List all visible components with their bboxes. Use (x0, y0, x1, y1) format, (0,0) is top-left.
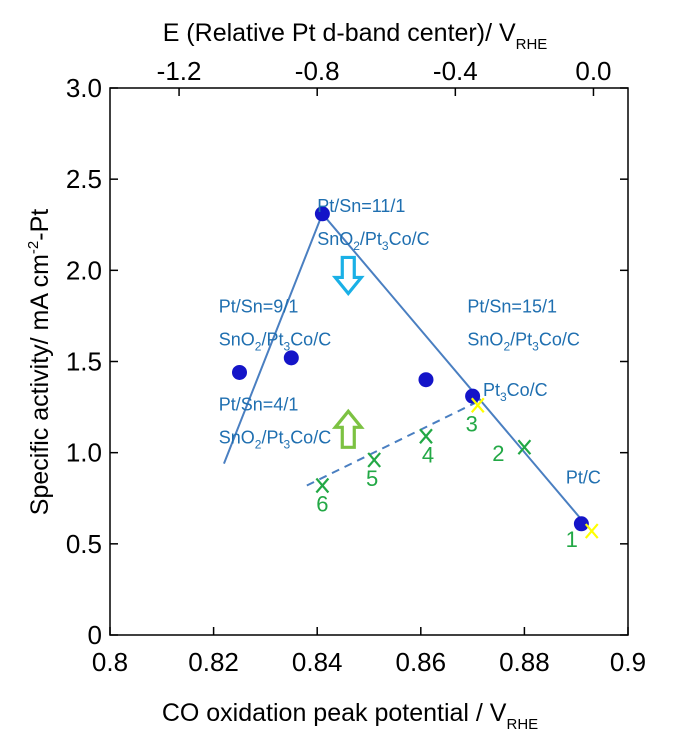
arrow-down (331, 255, 365, 296)
y-tick-label: 0.5 (66, 529, 102, 559)
y-tick-label: 1.0 (66, 438, 102, 468)
annotation-label: Pt/Sn=11/1 (317, 196, 405, 216)
x-marker (517, 439, 532, 455)
annotation-label: Pt3Co/C (483, 380, 548, 404)
x-tick-label: 0.86 (395, 647, 446, 677)
marker-number-label: 3 (466, 411, 478, 436)
trend-line-dashed (306, 400, 479, 487)
annotations: Pt/Sn=11/1 SnO2/Pt3Co/C Pt/Sn=9/1 SnO2/Pt3C… (219, 196, 601, 488)
x-tick-label: 0.82 (188, 647, 239, 677)
annotation-label: Pt/Sn=9/1 (219, 296, 299, 316)
ticks: 0.8 0.82 0.84 0.86 0.88 0.9 0 0.5 1.0 1.5 2.0 2.5 3.… (66, 56, 646, 677)
x2-tick-label: 0.0 (575, 56, 611, 86)
y-axis-title: Specific activity/ mA cm-2-Pt (25, 209, 54, 516)
y-tick-label: 2.0 (66, 255, 102, 285)
x2-tick-label: -0.8 (295, 56, 340, 86)
y-tick-label: 3.0 (66, 73, 102, 103)
trend-line-solid (223, 211, 588, 527)
marker-number-label: 2 (492, 441, 504, 466)
marker-number-label: 1 (566, 527, 578, 552)
data-point (418, 372, 434, 388)
x-marker (470, 397, 485, 413)
x-marker (367, 452, 382, 468)
annotation-label: Pt/Sn=15/1 (467, 296, 557, 316)
y-tick-label: 0 (88, 620, 102, 650)
x2-axis-title: E (Relative Pt d-band center)/ VRHE (163, 19, 548, 53)
x-tick-label: 0.8 (92, 647, 128, 677)
annotation-label: SnO2/Pt3Co/C (317, 229, 429, 253)
y-tick-label: 1.5 (66, 347, 102, 377)
x-tick-label: 0.88 (499, 647, 550, 677)
x-axis-title: CO oxidation peak potential / VRHE (162, 699, 538, 733)
data-point (573, 516, 589, 532)
marker-number-label: 5 (366, 466, 378, 491)
x-marker (315, 477, 330, 494)
annotation-label: SnO2/Pt3Co/C (219, 329, 331, 353)
x-marker (419, 428, 433, 444)
data-point (314, 206, 330, 222)
arrows (331, 255, 365, 449)
marker-number-label: 4 (422, 442, 434, 467)
annotation-label: SnO2/Pt3Co/C (219, 428, 331, 452)
data-point (232, 364, 247, 380)
x2-tick-label: -1.2 (157, 56, 202, 86)
marker-number-label: 6 (316, 491, 328, 516)
x2-tick-label: -0.4 (433, 56, 478, 86)
x-marker (584, 523, 599, 539)
y-tick-label: 2.5 (66, 164, 102, 194)
data-point (283, 350, 299, 366)
x-tick-label: 0.84 (292, 647, 343, 677)
plot-frame (109, 87, 629, 636)
x-tick-label: 0.9 (610, 647, 646, 677)
trend-lines (223, 211, 588, 527)
annotation-label: Pt/Sn=4/1 (219, 395, 299, 415)
annotation-label: Pt/C (566, 468, 601, 488)
data-point (465, 388, 481, 404)
annotation-label: SnO2/Pt3Co/C (467, 329, 579, 353)
arrow-up (331, 408, 365, 449)
